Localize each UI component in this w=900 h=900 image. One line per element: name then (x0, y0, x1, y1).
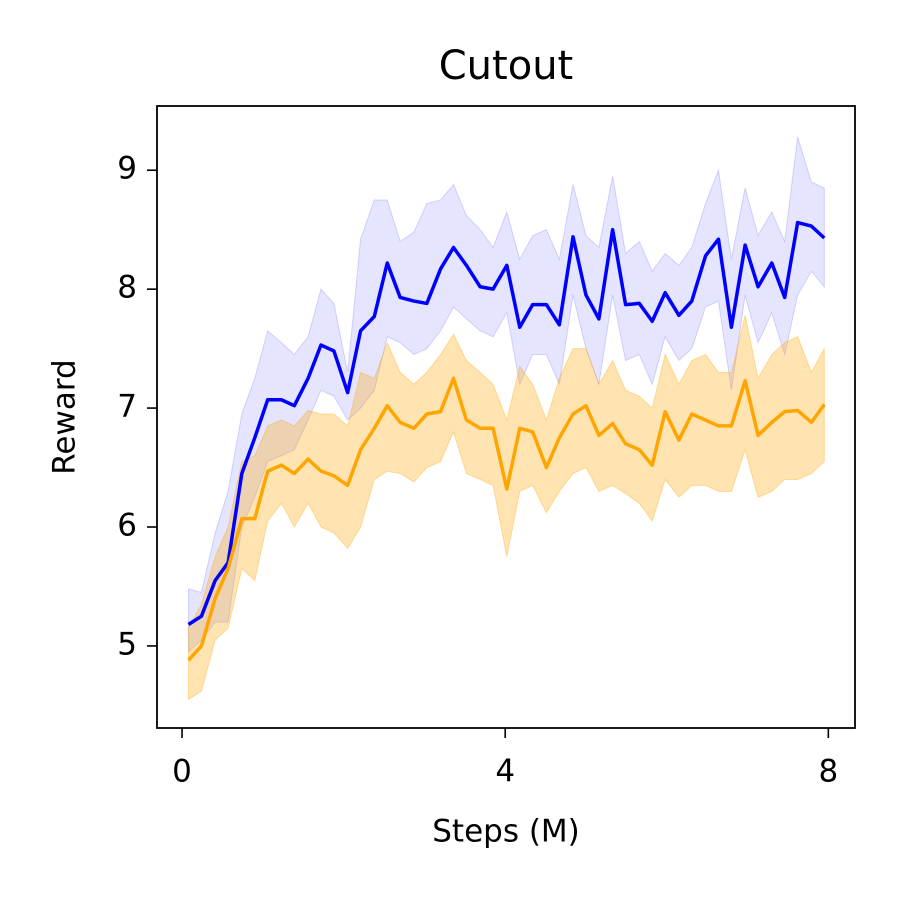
x-tick-label: 4 (495, 754, 515, 790)
y-tick-label: 5 (117, 626, 137, 662)
y-tick-label: 8 (117, 270, 137, 306)
x-tick-label: 8 (818, 754, 838, 790)
y-tick-label: 6 (117, 508, 137, 544)
x-tick-label: 0 (172, 754, 192, 790)
series-line (187, 220, 826, 627)
y-tick-label: 9 (117, 151, 137, 187)
confidence-band (188, 136, 825, 654)
chart-title: Cutout (439, 43, 573, 89)
y-axis-label: Reward (47, 359, 83, 474)
x-axis-label: Steps (M) (432, 814, 580, 850)
plot-frame (156, 105, 856, 729)
y-tick-label: 7 (117, 389, 137, 425)
series-line (187, 376, 826, 662)
